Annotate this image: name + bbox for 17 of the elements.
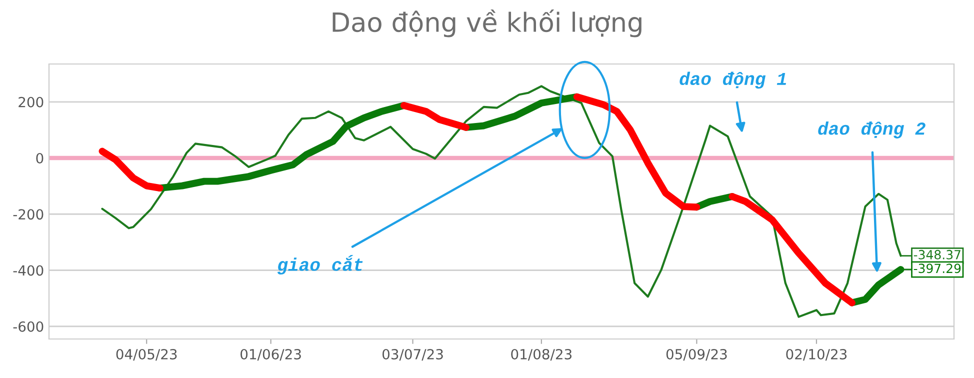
x-tick-label: 05/09/23 bbox=[666, 348, 727, 361]
y-tick-label: 200 bbox=[18, 96, 44, 108]
y-tick-label: 0 bbox=[36, 152, 44, 164]
annotation: dao động 2 bbox=[818, 122, 926, 138]
x-tick-label: 03/07/23 bbox=[382, 348, 443, 361]
y-tick-label: -400 bbox=[13, 265, 44, 276]
y-tick-label: -600 bbox=[13, 321, 44, 332]
x-tick-label: 04/05/23 bbox=[116, 348, 177, 361]
y-tick-label: -200 bbox=[13, 209, 44, 220]
x-tick-label: 01/06/23 bbox=[240, 348, 301, 361]
data-label: -397.29 bbox=[914, 264, 961, 274]
data-label: -348.37 bbox=[914, 250, 960, 260]
x-tick-label: 01/08/23 bbox=[511, 348, 572, 361]
x-tick-label: 02/10/23 bbox=[786, 348, 847, 361]
chart-title: Dao động về khối lượng bbox=[332, 9, 642, 38]
annotation: giao cắt bbox=[277, 254, 363, 275]
annotation: dao động 1 bbox=[680, 72, 786, 89]
